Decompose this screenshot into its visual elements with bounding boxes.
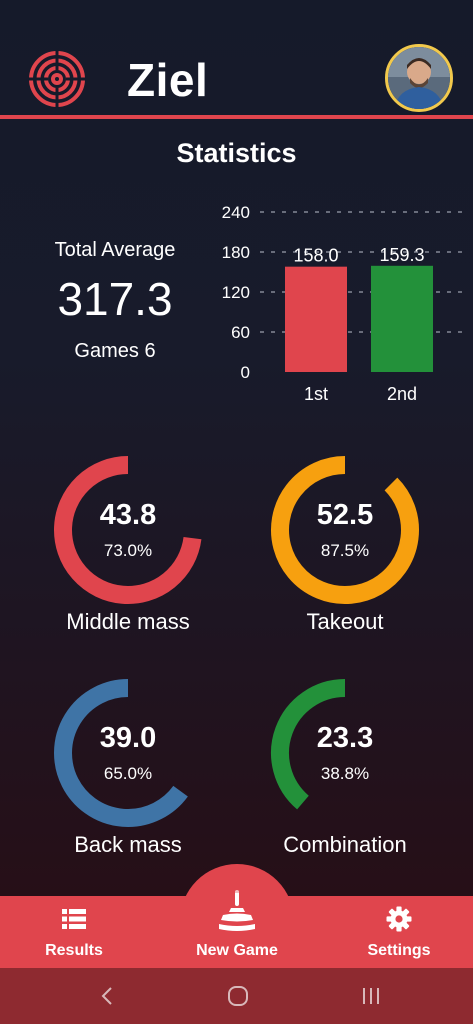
- metric-percent: 87.5%: [320, 541, 370, 560]
- x-category-label: 2nd: [387, 384, 417, 404]
- metric-value: 52.5: [316, 499, 374, 531]
- nav-settings-label: Settings: [367, 942, 431, 959]
- curling-stone-icon: [177, 888, 297, 934]
- metric-label: Back mass: [74, 832, 182, 857]
- bar-value-label: 158.0: [293, 246, 338, 266]
- metric-takeout: 52.5 87.5% Takeout: [265, 455, 425, 655]
- y-tick-label: 180: [222, 243, 250, 262]
- total-average-value: 317.3: [57, 273, 173, 325]
- list-icon: [14, 904, 134, 934]
- metric-label: Combination: [283, 832, 407, 857]
- progress-ring-arc: [271, 679, 346, 810]
- metric-percent: 65.0%: [103, 764, 153, 783]
- home-icon[interactable]: [218, 980, 258, 1012]
- recents-icon[interactable]: [351, 980, 391, 1012]
- metric-label: Middle mass: [66, 609, 190, 634]
- y-tick-label: 120: [222, 283, 250, 302]
- average-bar-chart: 240 180 120 60 0 158.0 1st 159.3 2nd: [212, 198, 468, 408]
- progress-ring-arc: [54, 679, 188, 827]
- user-avatar[interactable]: [385, 44, 453, 112]
- progress-ring-arc: [271, 456, 419, 604]
- metric-percent: 38.8%: [320, 764, 370, 783]
- bar-value-label: 159.3: [379, 245, 424, 265]
- x-category-label: 1st: [304, 384, 328, 404]
- app-title: Ziel: [127, 54, 209, 106]
- metric-back-mass: 39.0 65.0% Back mass: [48, 678, 208, 878]
- nav-new-game-label: New Game: [196, 942, 278, 959]
- y-tick-label: 240: [222, 203, 250, 222]
- metric-percent: 73.0%: [103, 541, 153, 560]
- app-header: Ziel: [0, 0, 473, 120]
- bar: [371, 265, 433, 372]
- total-average-label: Total Average: [54, 239, 176, 261]
- bottom-nav: Results New Game: [0, 890, 473, 968]
- page-title: Statistics: [176, 138, 297, 168]
- nav-results-label: Results: [45, 942, 103, 959]
- metric-label: Takeout: [306, 609, 384, 634]
- y-tick-label: 60: [231, 323, 250, 342]
- metric-value: 23.3: [316, 722, 374, 754]
- games-count: Games 6: [74, 340, 156, 362]
- metric-value: 43.8: [99, 499, 157, 531]
- back-icon[interactable]: [87, 980, 127, 1012]
- metric-combination: 23.3 38.8% Combination: [265, 678, 425, 878]
- header-divider: [0, 115, 473, 119]
- nav-results-button[interactable]: Results: [14, 896, 134, 968]
- total-average-panel: Total Average 317.3 Games 6: [30, 232, 200, 366]
- metric-value: 39.0: [99, 722, 157, 754]
- system-nav-bar: [0, 968, 473, 1024]
- gear-icon: [339, 904, 459, 934]
- nav-settings-button[interactable]: Settings: [339, 896, 459, 968]
- bar: [285, 266, 347, 372]
- y-tick-label: 0: [241, 363, 250, 382]
- target-icon: [28, 50, 86, 108]
- progress-ring-arc: [54, 456, 202, 604]
- nav-new-game-button[interactable]: New Game: [177, 890, 297, 968]
- metric-middle-mass: 43.8 73.0% Middle mass: [48, 455, 208, 655]
